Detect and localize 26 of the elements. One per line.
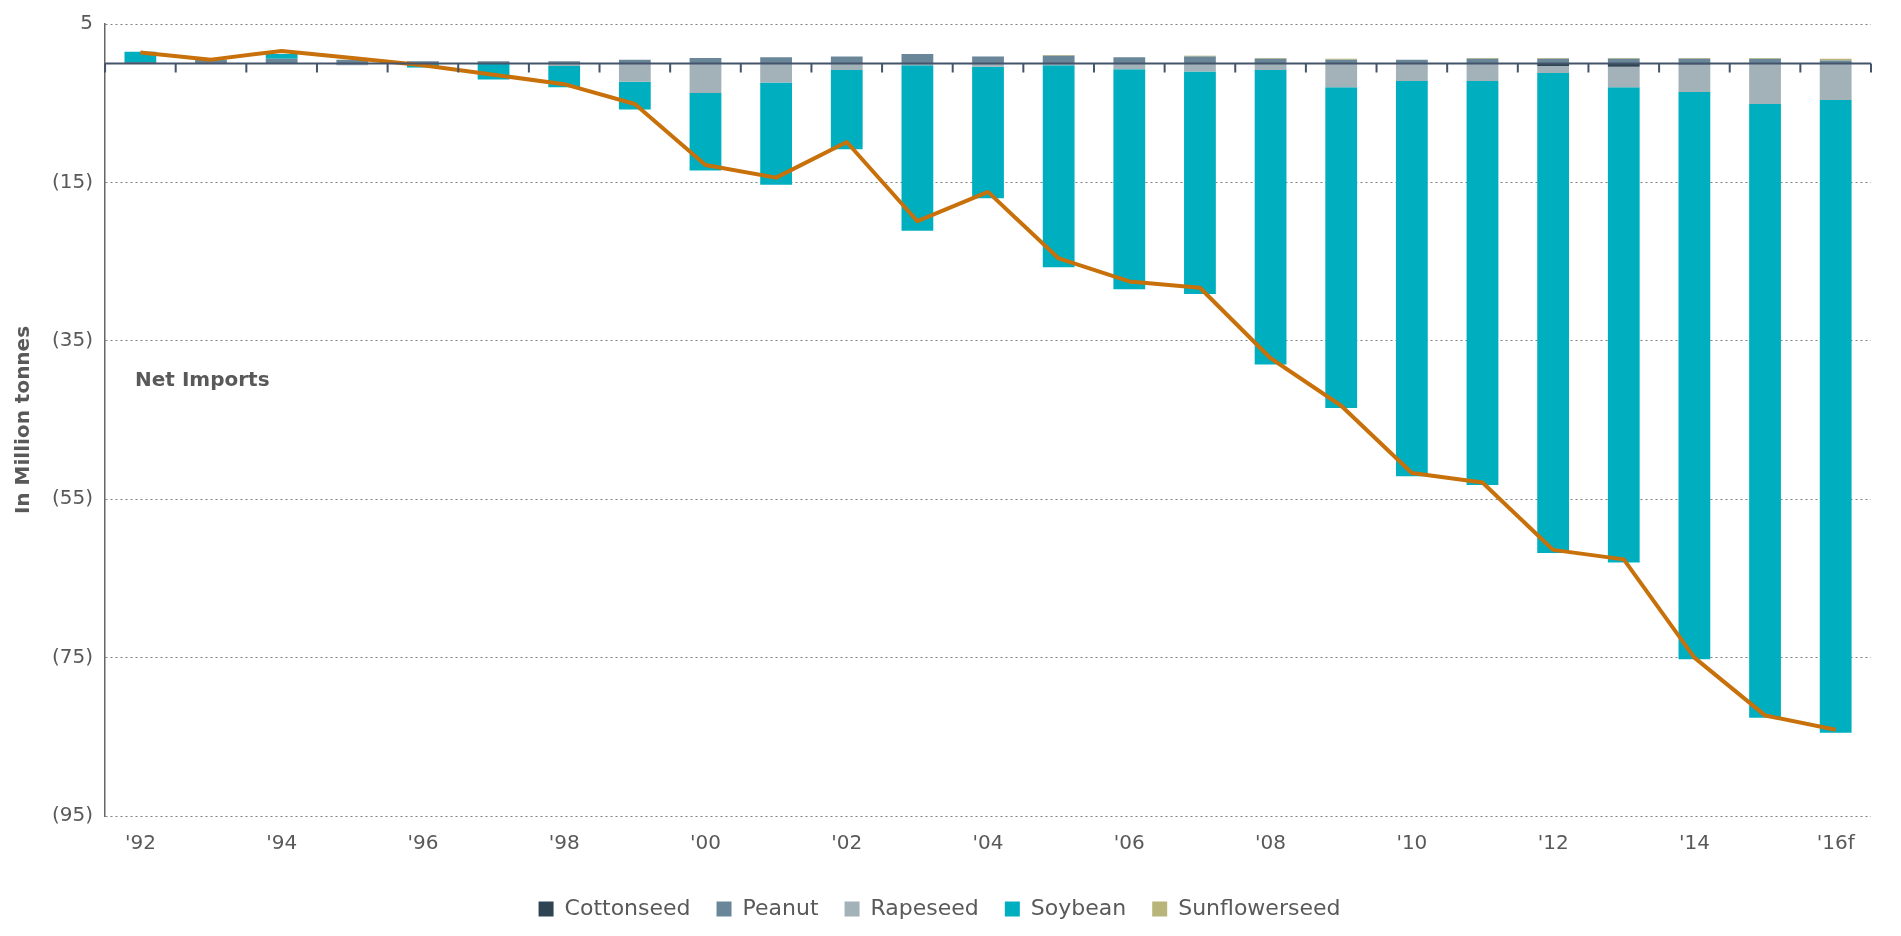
- x-tick-label: '04: [972, 830, 1004, 855]
- y-tick-label: (55): [51, 485, 94, 510]
- x-tick-label: '06: [1113, 830, 1145, 855]
- annotation: Net Imports: [135, 366, 270, 391]
- legend-label: Sunflowerseed: [1178, 894, 1341, 920]
- y-tick-label: (35): [51, 327, 94, 351]
- x-tick-label: '10: [1396, 830, 1428, 855]
- y-tick-label: (75): [51, 643, 94, 668]
- legend-label: Peanut: [742, 894, 819, 920]
- x-tick-label: '02: [831, 830, 863, 855]
- y-axis-title: In Million tonnes: [10, 325, 35, 515]
- y-tick-label: (15): [51, 168, 94, 193]
- legend-label: Rapeseed: [870, 894, 979, 920]
- legend-label: Cottonseed: [564, 894, 691, 920]
- x-tick-label: '08: [1255, 830, 1287, 855]
- x-tick-label: '92: [124, 830, 156, 855]
- y-tick-label: 5: [80, 10, 94, 35]
- y-tick-label: (95): [51, 802, 94, 827]
- x-tick-label: '96: [407, 830, 439, 855]
- x-tick-label: '12: [1537, 830, 1569, 855]
- x-tick-label: '98: [548, 830, 580, 855]
- x-tick-label: '00: [690, 830, 721, 855]
- x-tick-label: '16f: [1816, 830, 1856, 855]
- legend-label: Soybean: [1030, 894, 1127, 920]
- x-tick-label: '14: [1678, 830, 1710, 855]
- x-tick-label: '94: [266, 830, 298, 855]
